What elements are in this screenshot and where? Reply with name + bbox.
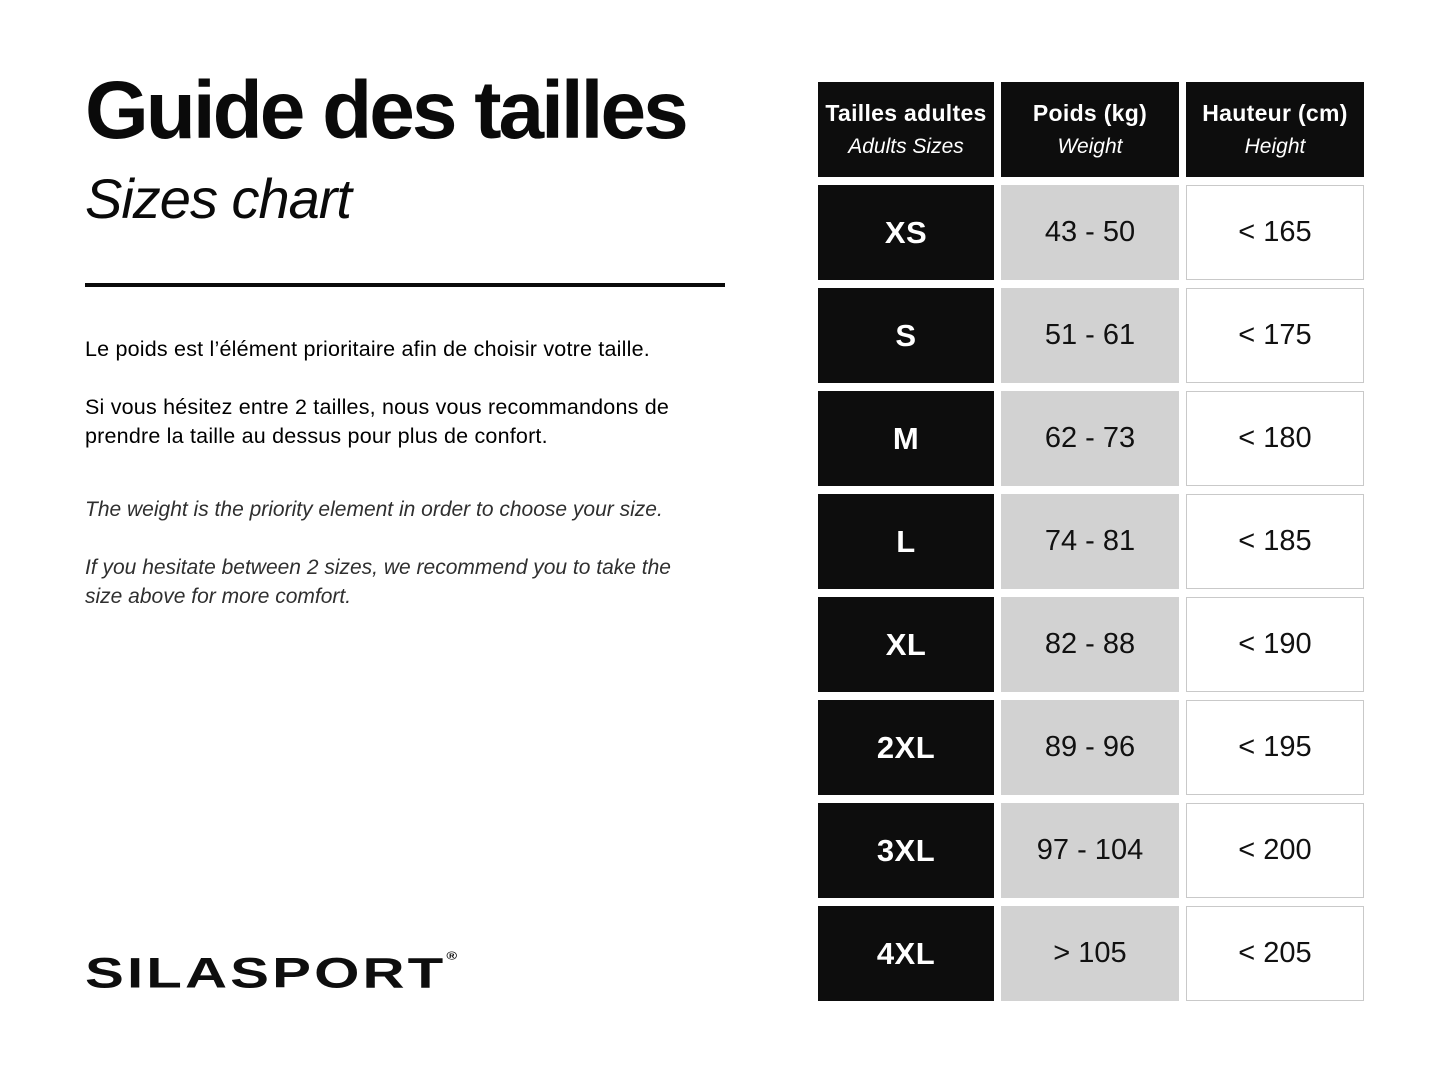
size-cell-3xl: 3XL: [818, 803, 994, 898]
height-cell-xl: < 190: [1186, 597, 1364, 692]
weight-cell-xl: 82 - 88: [1001, 597, 1179, 692]
height-cell-xs: < 165: [1186, 185, 1364, 280]
header-sizes-fr: Tailles adultes: [825, 100, 987, 126]
weight-cell-l: 74 - 81: [1001, 494, 1179, 589]
weight-cell-2xl: 89 - 96: [1001, 700, 1179, 795]
size-cell-xs: XS: [818, 185, 994, 280]
height-cell-4xl: < 205: [1186, 906, 1364, 1001]
height-cell-3xl: < 200: [1186, 803, 1364, 898]
size-cell-l: L: [818, 494, 994, 589]
height-cell-m: < 180: [1186, 391, 1364, 486]
weight-cell-4xl: > 105: [1001, 906, 1179, 1001]
size-chart-table: Tailles adultes Adults Sizes Poids (kg) …: [818, 82, 1364, 1001]
header-sizes: Tailles adultes Adults Sizes: [818, 82, 994, 177]
header-height-fr: Hauteur (cm): [1202, 100, 1348, 126]
header-weight-fr: Poids (kg): [1032, 100, 1148, 126]
header-height-en: Height: [1244, 135, 1306, 158]
size-cell-m: M: [818, 391, 994, 486]
brand-wordmark: SILASPORT: [85, 948, 447, 997]
paragraph-fr-hesitate: Si vous hésitez entre 2 tailles, nous vo…: [85, 395, 670, 448]
header-height: Hauteur (cm) Height: [1186, 82, 1364, 177]
divider-line: [85, 283, 725, 287]
weight-cell-s: 51 - 61: [1001, 288, 1179, 383]
page-subtitle: Sizes chart: [85, 167, 352, 230]
height-cell-2xl: < 195: [1186, 700, 1364, 795]
paragraph-en-hesitate: If you hesitate between 2 sizes, we reco…: [85, 556, 671, 608]
weight-cell-3xl: 97 - 104: [1001, 803, 1179, 898]
paragraph-fr-weight: Le poids est l’élément prioritaire afin …: [85, 337, 650, 361]
size-cell-2xl: 2XL: [818, 700, 994, 795]
size-cell-xl: XL: [818, 597, 994, 692]
header-weight-en: Weight: [1057, 135, 1123, 158]
paragraph-en-weight: The weight is the priority element in or…: [85, 498, 663, 521]
header-weight: Poids (kg) Weight: [1001, 82, 1179, 177]
registered-trademark-icon: ®: [446, 949, 458, 962]
weight-cell-m: 62 - 73: [1001, 391, 1179, 486]
brand-logo: SILASPORT®: [85, 948, 457, 997]
height-cell-l: < 185: [1186, 494, 1364, 589]
weight-cell-xs: 43 - 50: [1001, 185, 1179, 280]
height-cell-s: < 175: [1186, 288, 1364, 383]
page-title: Guide des tailles: [85, 65, 689, 156]
intro-section: Guide des tailles Sizes chart Le poids e…: [85, 70, 745, 611]
size-cell-s: S: [818, 288, 994, 383]
header-sizes-en: Adults Sizes: [848, 135, 964, 158]
size-cell-4xl: 4XL: [818, 906, 994, 1001]
